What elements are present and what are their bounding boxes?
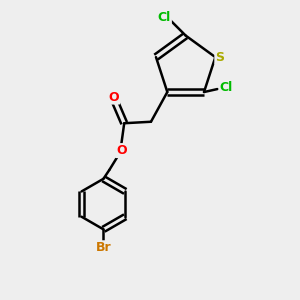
Text: S: S bbox=[215, 51, 224, 64]
Text: O: O bbox=[109, 91, 119, 103]
Text: Br: Br bbox=[96, 241, 111, 254]
Text: Cl: Cl bbox=[220, 81, 233, 94]
Text: Cl: Cl bbox=[158, 11, 171, 24]
Text: O: O bbox=[116, 144, 127, 157]
